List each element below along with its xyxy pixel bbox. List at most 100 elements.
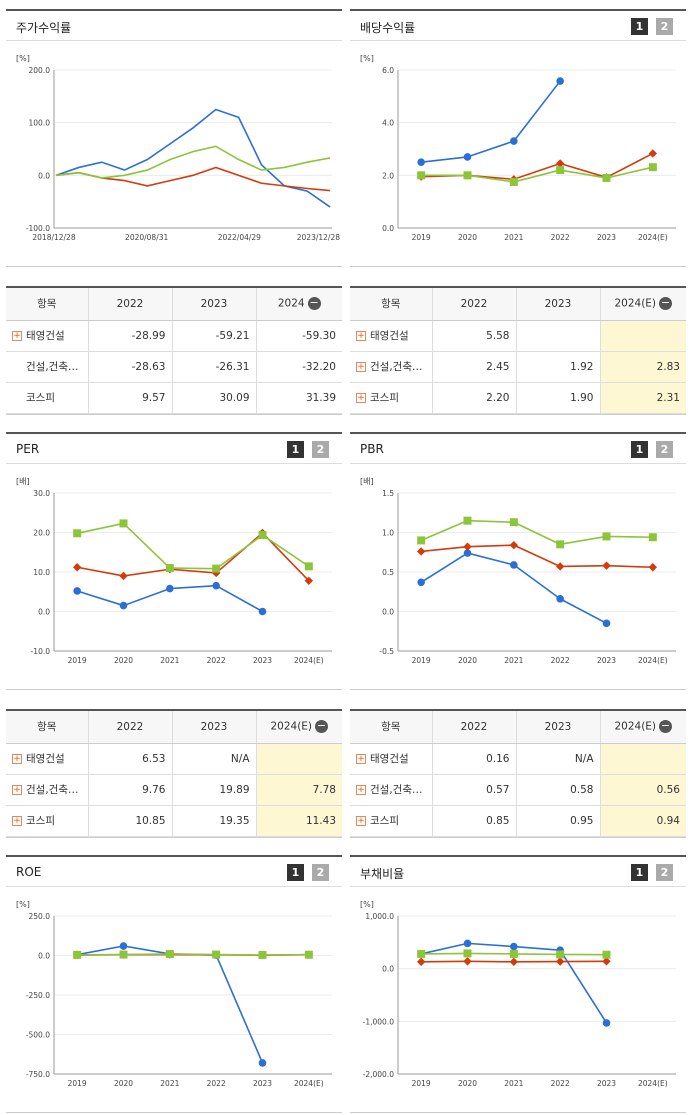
series-segment	[467, 942, 514, 948]
data-point	[602, 532, 611, 541]
y-tick-label: -250.0	[26, 991, 50, 1000]
series-segment	[215, 532, 264, 574]
y-tick-label: 200.0	[29, 66, 51, 75]
data-point	[212, 950, 221, 959]
x-tick-label: 2023	[597, 656, 616, 665]
expand-icon[interactable]: +	[356, 816, 366, 826]
series-segment	[123, 587, 171, 607]
expand-icon[interactable]: +	[12, 816, 22, 826]
x-tick-label: 2022	[551, 656, 570, 665]
series-segment	[420, 552, 468, 583]
header-2024: 2024−	[256, 288, 342, 321]
expand-icon[interactable]: +	[12, 785, 22, 795]
x-tick-label: 2022	[207, 656, 226, 665]
series-segment	[420, 519, 468, 542]
data-point	[510, 942, 518, 951]
data-point	[648, 533, 657, 542]
series-segment	[513, 521, 561, 546]
unit-label: [%]	[16, 900, 30, 909]
data-point	[119, 942, 128, 950]
x-tick-label: 2023	[253, 1079, 272, 1088]
collapse-icon[interactable]: −	[307, 296, 321, 311]
expand-icon[interactable]: +	[356, 754, 366, 764]
x-tick-label: 2022	[551, 1079, 570, 1088]
expand-icon[interactable]: +	[356, 393, 366, 403]
panel-title: PBR	[360, 442, 384, 456]
collapse-icon[interactable]: −	[659, 296, 673, 311]
x-tick-label: 2021	[160, 1079, 179, 1088]
y-tick-label: 0.0	[38, 952, 50, 961]
toggle-1-button[interactable]: 1	[287, 441, 304, 458]
toggle-2-button[interactable]: 2	[656, 441, 673, 458]
toggle-2-button[interactable]: 2	[312, 864, 329, 881]
header-2023: 2023	[172, 288, 257, 321]
dividend-table: 항목 2022 2023 2024(E) − + 태영건설 5.58 + 건설,건축……	[350, 286, 686, 415]
table-row: + 코스피 10.85 19.35 11.43	[6, 805, 342, 837]
series-segment	[467, 519, 514, 524]
collapse-icon[interactable]: −	[315, 719, 329, 734]
toggle-1-button[interactable]: 1	[287, 864, 304, 881]
toggle-2-button[interactable]: 2	[656, 18, 673, 35]
toggle-1-button[interactable]: 1	[631, 18, 648, 35]
data-point	[73, 587, 81, 595]
data-point	[73, 529, 82, 538]
data-point	[556, 77, 564, 85]
data-point	[258, 951, 267, 960]
table-row: + 태영건설 -28.99 -59.21 -59.30	[6, 320, 342, 352]
table-header: 항목 2022 2023 2024(E) −	[350, 711, 686, 744]
panel-header: PER 1 2	[6, 434, 342, 464]
series-segment	[560, 564, 607, 568]
data-point	[648, 163, 657, 172]
data-point	[165, 949, 174, 958]
y-tick-label: 100.0	[29, 119, 51, 128]
panel-title: PER	[16, 442, 40, 456]
series-segment	[467, 140, 515, 158]
x-tick-label: 2019	[68, 656, 87, 665]
data-point	[509, 177, 518, 186]
series-segment	[123, 953, 170, 956]
y-tick-label: -2,000.0	[363, 1070, 395, 1079]
x-tick-label: 2022	[551, 233, 570, 242]
data-point	[73, 950, 82, 959]
x-tick-label: 2021	[504, 1079, 523, 1088]
table-row: 건설,건축… -28.63 -26.31 -32.20	[6, 351, 342, 383]
x-tick-label: 2024(E)	[294, 656, 324, 665]
unit-label: [%]	[360, 54, 374, 63]
toggle-2-button[interactable]: 2	[656, 864, 673, 881]
toggle-2-button[interactable]: 2	[312, 441, 329, 458]
expand-icon[interactable]: +	[356, 362, 366, 372]
data-point	[509, 518, 518, 527]
x-tick-label: 2020	[114, 1079, 133, 1088]
table-header: 항목 2022 2023 2024(E) −	[6, 711, 342, 744]
expand-icon[interactable]: +	[12, 754, 22, 764]
data-point	[509, 540, 519, 550]
data-point	[212, 564, 221, 573]
toggle-1-button[interactable]: 1	[631, 441, 648, 458]
collapse-icon[interactable]: −	[659, 719, 673, 734]
y-tick-label: 1,000.0	[365, 912, 394, 921]
table-header: 항목 2022 2023 2024−	[6, 288, 342, 321]
expand-icon[interactable]: +	[12, 331, 22, 341]
expand-icon[interactable]: +	[356, 331, 366, 341]
series-line	[55, 108, 331, 208]
series-segment	[606, 535, 653, 539]
series-segment	[560, 169, 607, 179]
data-point	[119, 950, 128, 959]
y-tick-label: -10.0	[31, 647, 51, 656]
series-segment	[559, 949, 608, 1024]
expand-icon[interactable]: +	[356, 785, 366, 795]
toggle-1-button[interactable]: 1	[631, 864, 648, 881]
series-segment	[77, 566, 124, 577]
x-tick-label: 2020/08/31	[125, 233, 168, 242]
x-tick-label: 2023	[253, 656, 272, 665]
y-tick-label: 10.0	[33, 568, 50, 577]
panel-title: 주가수익률	[16, 21, 72, 35]
panel-title: 부채비율	[360, 867, 405, 881]
x-tick-label: 2023	[597, 1079, 616, 1088]
series-segment	[513, 564, 561, 600]
series-segment	[513, 162, 561, 181]
series-segment	[421, 960, 468, 963]
data-point	[119, 601, 128, 610]
y-tick-label: -750.0	[26, 1070, 50, 1079]
y-tick-label: -0.5	[379, 647, 394, 656]
